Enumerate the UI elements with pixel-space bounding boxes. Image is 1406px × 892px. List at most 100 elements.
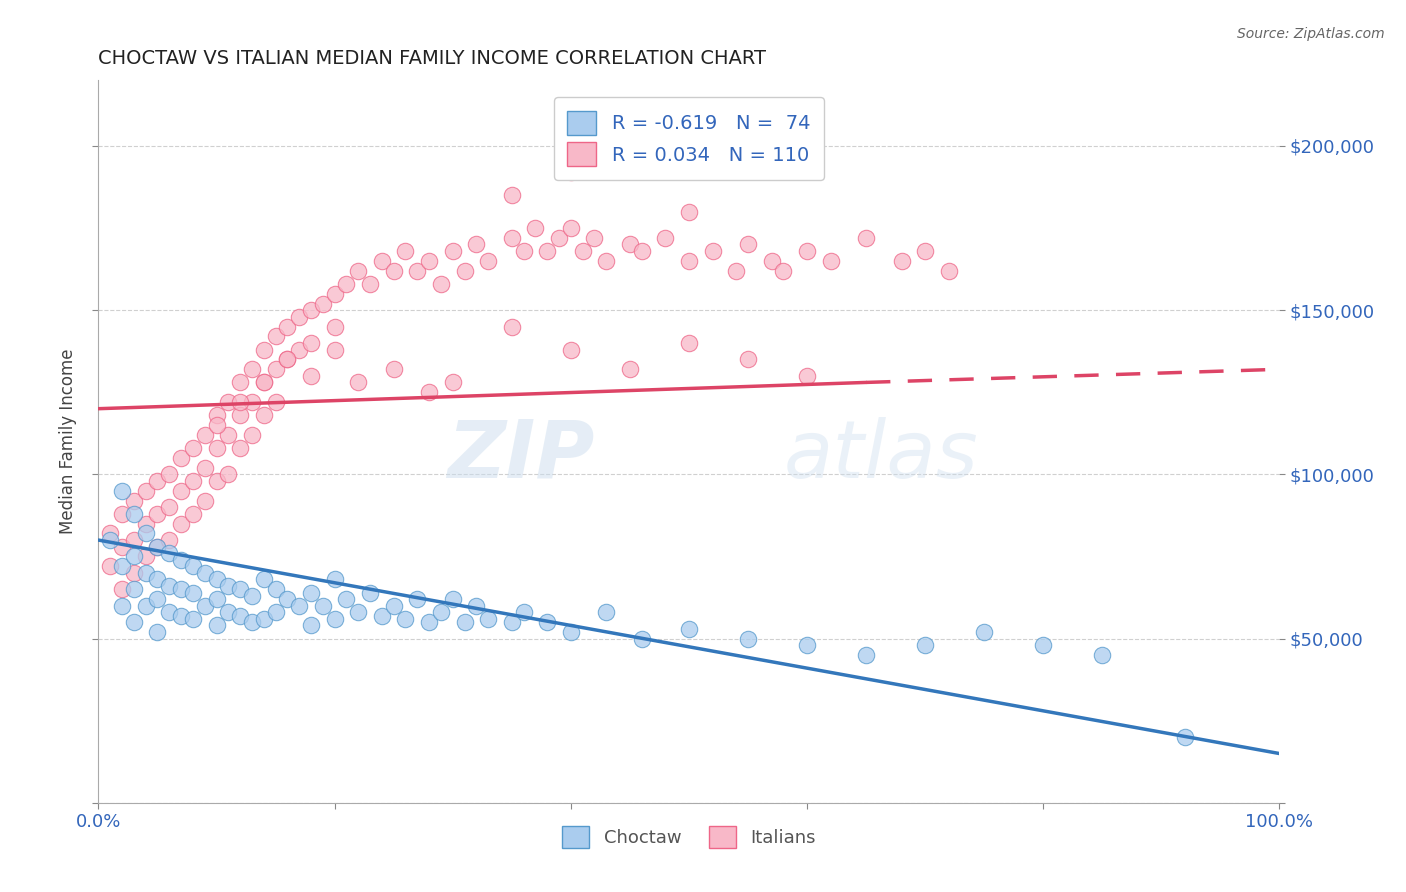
Point [796, 244, 818, 258]
Point [548, 231, 571, 245]
Point [157, 546, 180, 560]
Point [347, 264, 370, 278]
Point [560, 625, 582, 640]
Point [229, 582, 252, 597]
Point [335, 277, 357, 291]
Point [181, 612, 204, 626]
Point [312, 296, 335, 310]
Point [477, 612, 499, 626]
Point [135, 483, 157, 498]
Point [560, 165, 582, 179]
Point [465, 599, 488, 613]
Point [194, 599, 217, 613]
Point [181, 507, 204, 521]
Point [453, 615, 475, 630]
Point [796, 638, 818, 652]
Point [914, 638, 936, 652]
Point [157, 605, 180, 619]
Point [678, 204, 700, 219]
Point [501, 231, 523, 245]
Point [122, 533, 145, 547]
Point [737, 237, 759, 252]
Point [855, 231, 877, 245]
Point [264, 395, 287, 409]
Point [276, 352, 298, 367]
Point [205, 618, 228, 632]
Point [264, 362, 287, 376]
Point [1032, 638, 1054, 652]
Point [229, 376, 252, 390]
Point [253, 409, 276, 423]
Point [796, 368, 818, 383]
Point [394, 244, 416, 258]
Point [253, 612, 276, 626]
Point [157, 579, 180, 593]
Point [288, 343, 311, 357]
Point [146, 625, 169, 640]
Point [253, 376, 276, 390]
Point [122, 615, 145, 630]
Point [406, 592, 429, 607]
Point [194, 566, 217, 580]
Point [501, 615, 523, 630]
Point [170, 483, 193, 498]
Point [1174, 730, 1197, 744]
Point [583, 231, 606, 245]
Point [737, 632, 759, 646]
Point [205, 418, 228, 433]
Point [855, 648, 877, 662]
Point [181, 441, 204, 455]
Point [98, 526, 121, 541]
Point [619, 362, 641, 376]
Point [619, 155, 641, 169]
Point [170, 582, 193, 597]
Point [181, 585, 204, 599]
Point [430, 277, 453, 291]
Point [359, 585, 381, 599]
Point [122, 493, 145, 508]
Point [157, 467, 180, 482]
Point [122, 582, 145, 597]
Point [122, 549, 145, 564]
Point [146, 592, 169, 607]
Point [737, 352, 759, 367]
Point [98, 559, 121, 574]
Point [571, 244, 593, 258]
Legend: Choctaw, Italians: Choctaw, Italians [551, 815, 827, 859]
Point [382, 362, 405, 376]
Point [323, 319, 346, 334]
Point [512, 244, 534, 258]
Point [465, 237, 488, 252]
Point [111, 540, 134, 554]
Point [240, 428, 263, 442]
Point [205, 441, 228, 455]
Point [595, 253, 617, 268]
Point [938, 264, 960, 278]
Point [678, 253, 700, 268]
Point [98, 533, 121, 547]
Point [217, 428, 239, 442]
Y-axis label: Median Family Income: Median Family Income [59, 349, 77, 534]
Text: atlas: atlas [783, 417, 979, 495]
Point [619, 237, 641, 252]
Point [170, 450, 193, 465]
Point [323, 343, 346, 357]
Point [170, 553, 193, 567]
Point [371, 253, 394, 268]
Point [240, 362, 263, 376]
Point [181, 474, 204, 488]
Point [654, 231, 676, 245]
Point [264, 329, 287, 343]
Point [678, 622, 700, 636]
Point [276, 352, 298, 367]
Point [430, 605, 453, 619]
Point [299, 368, 322, 383]
Point [122, 507, 145, 521]
Point [205, 573, 228, 587]
Point [111, 483, 134, 498]
Point [217, 579, 239, 593]
Point [229, 395, 252, 409]
Point [382, 264, 405, 278]
Point [772, 264, 794, 278]
Point [111, 599, 134, 613]
